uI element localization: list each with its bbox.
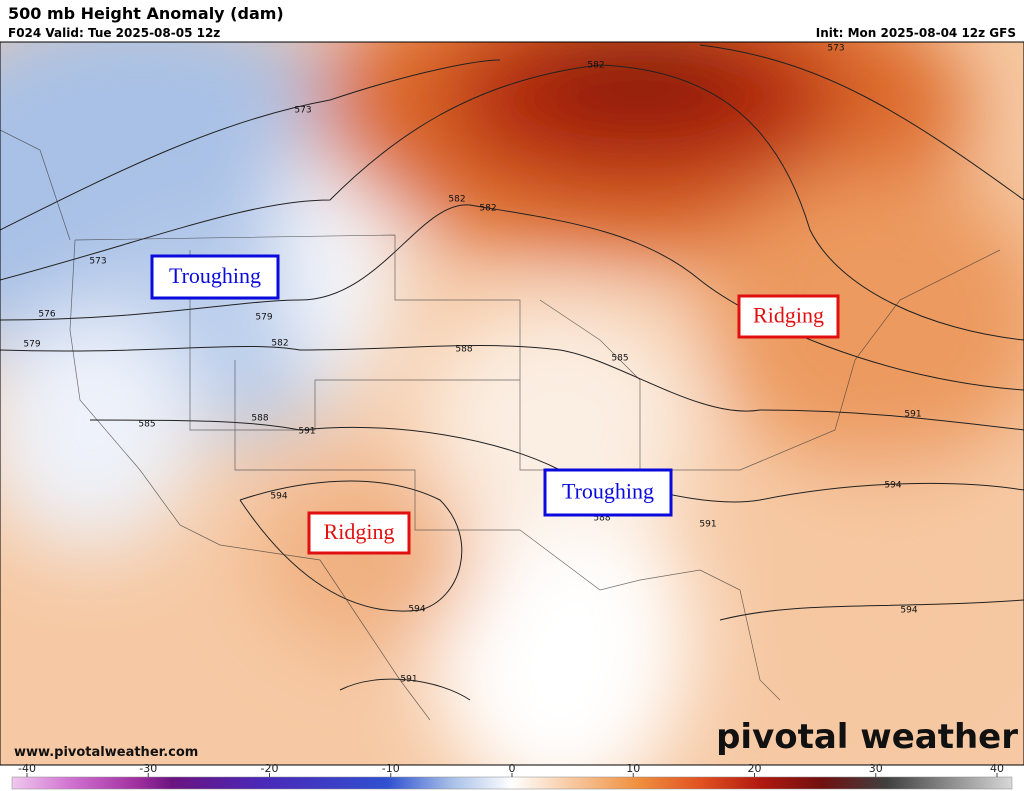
annotation-box [150, 254, 280, 300]
contour-label: 591 [904, 410, 921, 420]
colorbar-tick-label: 10 [626, 762, 640, 775]
contour-label: 594 [408, 605, 425, 615]
annotation-text: Ridging [753, 303, 824, 328]
colorbar-tick-label: 20 [748, 762, 762, 775]
contour-label: 573 [294, 106, 311, 116]
contour-label: 591 [699, 520, 716, 530]
contour-label: 579 [255, 313, 272, 323]
contour-label: 582 [587, 61, 604, 71]
init-time: Init: Mon 2025-08-04 12z GFS [816, 26, 1016, 40]
contour-label: 582 [479, 204, 496, 214]
valid-time: F024 Valid: Tue 2025-08-05 12z [8, 26, 220, 40]
contour-label: 588 [455, 345, 472, 355]
annotation-box [543, 468, 673, 517]
contour-label: 594 [884, 481, 901, 491]
contour-labels: 573 582 573 582 582 573 576 579 579 582 588 585 588 5… [23, 44, 921, 685]
contour-label: 573 [827, 44, 844, 54]
contour-label: 576 [38, 310, 55, 320]
annotation-text: Ridging [324, 519, 395, 544]
contour-label: 579 [23, 340, 40, 350]
contour-label: 591 [298, 427, 315, 437]
map-title: 500 mb Height Anomaly (dam) [8, 4, 284, 23]
website: www.pivotalweather.com [14, 745, 198, 760]
annotation-box [737, 294, 840, 339]
colorbar-tick-label: -30 [139, 762, 157, 775]
contour-label: 591 [400, 675, 417, 685]
contour-label: 588 [593, 514, 610, 524]
contour-label: 594 [270, 492, 287, 502]
watermark: pivotal weather [716, 717, 1018, 757]
contour-label: 582 [271, 339, 288, 349]
contour-label: 585 [138, 420, 155, 430]
annotation-box [307, 511, 411, 555]
contour-label: 588 [251, 414, 268, 424]
contour-label: 573 [89, 257, 106, 267]
annotations: Troughing Ridging Troughing Ridging [150, 254, 840, 555]
colorbar-tick-label: 0 [509, 762, 516, 775]
contours [0, 44, 1024, 701]
contour-label: 582 [448, 195, 465, 205]
contour-label: 585 [611, 354, 628, 364]
contour-label: 594 [900, 606, 917, 616]
colorbar-tick-label: 40 [990, 762, 1004, 775]
colorbar-tick-label: -40 [18, 762, 36, 775]
colorbar-tick-label: -10 [382, 762, 400, 775]
annotation-text: Troughing [169, 263, 261, 288]
map-frame [0, 41, 1024, 766]
annotation-text: Troughing [562, 479, 654, 504]
colorbar-tick-label: -20 [261, 762, 279, 775]
colorbar-ticks: -40 -30 -20 -10 0 10 20 30 40 [18, 762, 1004, 777]
colorbar [11, 776, 1013, 790]
colorbar-tick-label: 30 [869, 762, 883, 775]
